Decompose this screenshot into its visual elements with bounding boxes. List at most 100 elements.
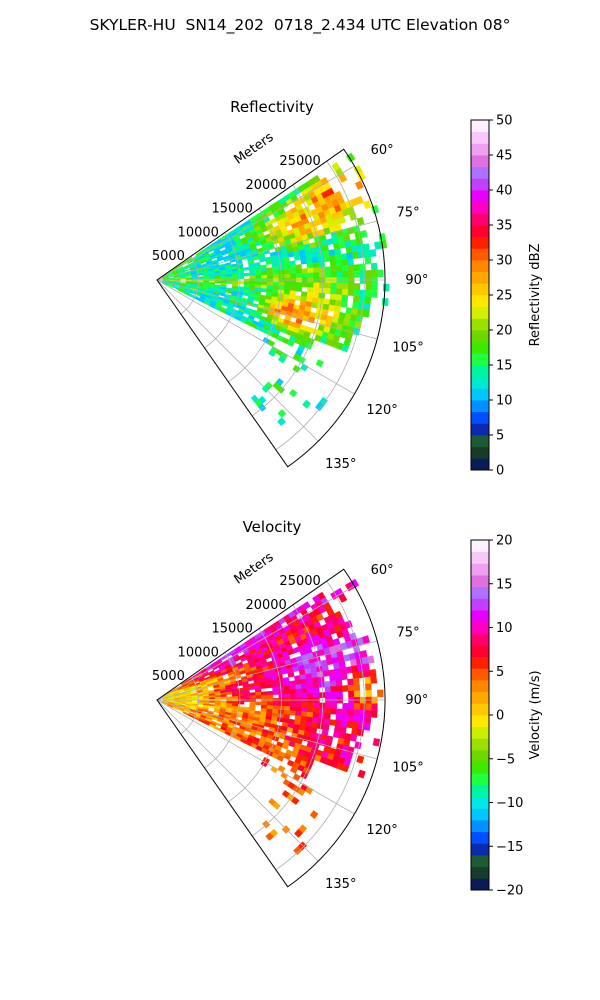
range-tick-label: 25000 — [279, 574, 320, 589]
azimuth-tick-label: 60° — [371, 563, 394, 578]
radar-gate — [289, 710, 297, 716]
radar-gate — [243, 272, 251, 277]
radar-gate — [300, 363, 309, 372]
azimuth-tick-label: 105° — [392, 760, 423, 775]
radar-gate — [214, 280, 222, 284]
radar-gate — [290, 693, 297, 699]
radar-gate — [179, 277, 187, 280]
radar-gate — [336, 685, 343, 693]
radar-gate — [311, 677, 319, 684]
radar-gate — [329, 254, 337, 262]
polar-frame — [156, 568, 386, 888]
colorbar-tick-label: −15 — [496, 840, 523, 855]
radar-gate — [377, 269, 384, 278]
radar-gate — [261, 281, 268, 286]
radar-gate — [237, 275, 245, 280]
radar-gate — [232, 276, 239, 280]
radar-gate — [307, 692, 314, 699]
radar-gate — [365, 709, 372, 718]
radar-gate — [237, 281, 245, 285]
radar-gate — [342, 282, 349, 290]
range-tick-label: 10000 — [178, 645, 219, 660]
radar-gate — [254, 268, 262, 273]
radar-gate — [336, 288, 343, 296]
colorbar-swatch — [471, 376, 489, 389]
colorbar-swatch — [471, 563, 489, 576]
radar-gate — [287, 251, 295, 258]
radar-gate — [328, 669, 336, 677]
radar-gate — [357, 670, 365, 679]
radar-gate — [335, 714, 343, 721]
colorbar-swatch — [471, 271, 489, 284]
radar-gate — [334, 253, 342, 261]
radar-gate — [249, 701, 256, 706]
radar-gate — [359, 709, 366, 718]
colorbar-tick-label: −20 — [496, 884, 523, 899]
radar-gate — [255, 271, 262, 276]
panel-title: Velocity — [243, 518, 302, 536]
radar-gate — [272, 281, 280, 287]
radar-gate — [289, 264, 297, 271]
azimuth-spoke — [156, 220, 378, 281]
range-tick-label: 15000 — [212, 622, 253, 637]
radar-gate — [349, 578, 360, 589]
radar-gate — [370, 710, 378, 718]
radar-gate — [272, 274, 280, 279]
colorbar-tick-label: 5 — [496, 429, 504, 444]
colorbar-tick-label: 0 — [496, 709, 504, 724]
radar-gate — [324, 287, 332, 295]
radar-gate — [289, 286, 297, 292]
radar-gate — [364, 676, 372, 685]
radar-gate — [359, 289, 366, 298]
radar-gate — [356, 216, 365, 226]
radar-gate — [249, 275, 256, 279]
radar-gate — [295, 286, 303, 292]
colorbar-swatch — [471, 341, 489, 354]
radar-gate — [300, 258, 308, 265]
radar-gate — [378, 233, 387, 242]
colorbar-tick-label: 30 — [496, 254, 513, 269]
radar-gate — [341, 288, 349, 296]
radar-gate — [295, 693, 303, 699]
radar-gate — [341, 685, 349, 692]
colorbar-swatch — [471, 586, 489, 599]
radar-gate — [347, 258, 354, 266]
colorbar-label: Velocity (m/s) — [528, 670, 543, 759]
radar-gate — [319, 272, 326, 278]
radar-gate — [352, 715, 360, 723]
colorbar-swatch — [471, 785, 489, 798]
radar-gate — [283, 261, 290, 267]
radar-gate — [255, 281, 262, 286]
azimuth-tick-label: 105° — [392, 340, 423, 355]
colorbar-tick-label: 10 — [496, 394, 513, 409]
panel-title: Reflectivity — [230, 98, 314, 116]
radar-gate — [301, 702, 309, 708]
radar-gate — [312, 707, 320, 714]
colorbar-label: Reflectivity dBZ — [528, 244, 543, 347]
radar-gate — [347, 678, 354, 686]
radar-gate — [291, 796, 300, 806]
radar-gate — [309, 810, 319, 820]
radar-gate — [324, 707, 332, 715]
radar-gate — [362, 663, 370, 672]
radar-gate — [295, 702, 303, 708]
colorbar-swatch — [471, 213, 489, 226]
radar-gate — [295, 688, 303, 694]
radar-gate — [334, 673, 342, 681]
colorbar-swatch — [471, 260, 489, 273]
radar-gate — [272, 690, 280, 695]
radar-gate — [266, 270, 274, 276]
radar-gate — [341, 708, 349, 716]
radar-gate — [330, 691, 338, 698]
radar-gate — [255, 695, 262, 699]
range-ring — [228, 208, 282, 383]
radar-gate — [357, 302, 365, 311]
radar-gate — [185, 278, 193, 280]
radar-gate — [330, 708, 337, 715]
radar-gate — [306, 711, 314, 718]
radar-gate — [266, 694, 274, 699]
azimuth-spoke — [156, 279, 378, 340]
colorbar-swatch — [471, 155, 489, 168]
radar-gate — [248, 686, 256, 691]
radar-gate — [365, 690, 372, 698]
